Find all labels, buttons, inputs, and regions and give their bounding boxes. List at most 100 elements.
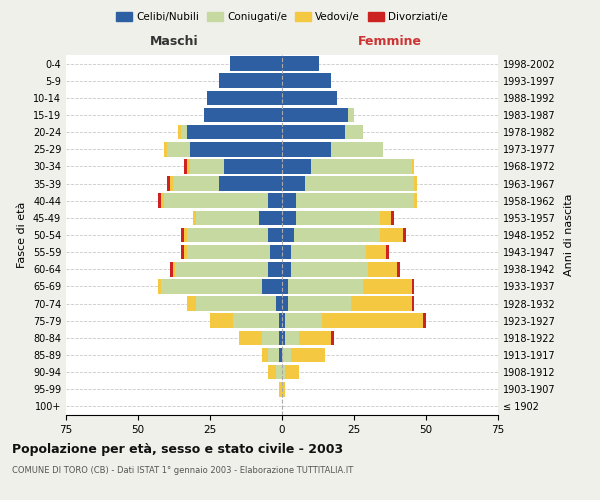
Bar xyxy=(285,365,299,380)
Bar xyxy=(391,210,394,225)
Bar xyxy=(187,296,196,311)
Bar xyxy=(386,245,389,260)
Bar xyxy=(305,176,415,191)
Bar xyxy=(282,210,296,225)
Bar xyxy=(196,210,259,225)
Bar xyxy=(293,228,380,242)
Bar xyxy=(290,348,325,362)
Bar xyxy=(279,314,282,328)
Bar xyxy=(210,314,233,328)
Bar xyxy=(368,262,397,276)
Bar xyxy=(170,176,173,191)
Bar xyxy=(259,210,282,225)
Bar xyxy=(351,296,412,311)
Bar xyxy=(282,330,285,345)
Bar xyxy=(181,245,184,260)
Bar xyxy=(285,330,299,345)
Bar xyxy=(268,348,279,362)
Bar xyxy=(184,245,187,260)
Bar xyxy=(412,279,415,293)
Bar xyxy=(288,279,362,293)
Text: Popolazione per età, sesso e stato civile - 2003: Popolazione per età, sesso e stato civil… xyxy=(12,442,343,456)
Bar xyxy=(268,228,282,242)
Y-axis label: Fasce di età: Fasce di età xyxy=(17,202,27,268)
Bar xyxy=(233,314,279,328)
Bar xyxy=(285,314,322,328)
Bar xyxy=(282,142,331,156)
Bar xyxy=(164,194,268,208)
Bar xyxy=(282,262,290,276)
Bar xyxy=(380,228,403,242)
Bar xyxy=(423,314,426,328)
Bar xyxy=(282,194,296,208)
Bar xyxy=(276,296,282,311)
Bar xyxy=(161,279,262,293)
Bar xyxy=(230,56,282,71)
Bar xyxy=(296,194,415,208)
Bar xyxy=(290,245,365,260)
Bar xyxy=(268,262,282,276)
Bar xyxy=(173,262,175,276)
Bar xyxy=(224,159,282,174)
Bar xyxy=(187,245,271,260)
Bar xyxy=(190,142,282,156)
Bar xyxy=(299,330,331,345)
Bar xyxy=(190,159,224,174)
Bar xyxy=(365,245,386,260)
Bar xyxy=(204,108,282,122)
Bar xyxy=(279,382,282,396)
Bar xyxy=(331,142,383,156)
Bar xyxy=(290,262,368,276)
Bar xyxy=(207,90,282,105)
Bar xyxy=(271,245,282,260)
Text: COMUNE DI TORO (CB) - Dati ISTAT 1° gennaio 2003 - Elaborazione TUTTITALIA.IT: COMUNE DI TORO (CB) - Dati ISTAT 1° genn… xyxy=(12,466,353,475)
Bar xyxy=(282,314,285,328)
Bar xyxy=(331,330,334,345)
Bar xyxy=(282,74,331,88)
Bar xyxy=(282,245,290,260)
Bar xyxy=(239,330,262,345)
Bar xyxy=(403,228,406,242)
Bar xyxy=(362,279,412,293)
Bar xyxy=(282,296,288,311)
Bar xyxy=(279,330,282,345)
Bar xyxy=(262,279,282,293)
Bar xyxy=(218,74,282,88)
Bar xyxy=(415,176,418,191)
Y-axis label: Anni di nascita: Anni di nascita xyxy=(564,194,574,276)
Bar xyxy=(262,348,268,362)
Bar xyxy=(158,194,161,208)
Bar xyxy=(184,228,187,242)
Bar xyxy=(193,210,196,225)
Bar xyxy=(279,348,282,362)
Bar xyxy=(412,159,415,174)
Bar xyxy=(282,279,288,293)
Bar xyxy=(397,262,400,276)
Bar xyxy=(282,56,319,71)
Bar xyxy=(173,176,218,191)
Bar xyxy=(181,228,184,242)
Text: Maschi: Maschi xyxy=(149,35,199,48)
Bar xyxy=(348,108,354,122)
Bar xyxy=(288,296,351,311)
Bar xyxy=(311,159,412,174)
Bar xyxy=(184,159,187,174)
Bar xyxy=(282,348,290,362)
Bar xyxy=(268,194,282,208)
Bar xyxy=(412,296,415,311)
Bar xyxy=(282,228,293,242)
Bar xyxy=(282,125,346,140)
Bar xyxy=(380,210,391,225)
Bar xyxy=(187,125,282,140)
Bar xyxy=(187,159,190,174)
Bar xyxy=(167,142,190,156)
Bar xyxy=(282,176,305,191)
Legend: Celibi/Nubili, Coniugati/e, Vedovi/e, Divorziati/e: Celibi/Nubili, Coniugati/e, Vedovi/e, Di… xyxy=(112,8,452,26)
Bar xyxy=(167,176,170,191)
Bar xyxy=(282,108,348,122)
Bar xyxy=(322,314,423,328)
Text: Femmine: Femmine xyxy=(358,35,422,48)
Bar xyxy=(164,142,167,156)
Bar xyxy=(282,90,337,105)
Bar xyxy=(161,194,164,208)
